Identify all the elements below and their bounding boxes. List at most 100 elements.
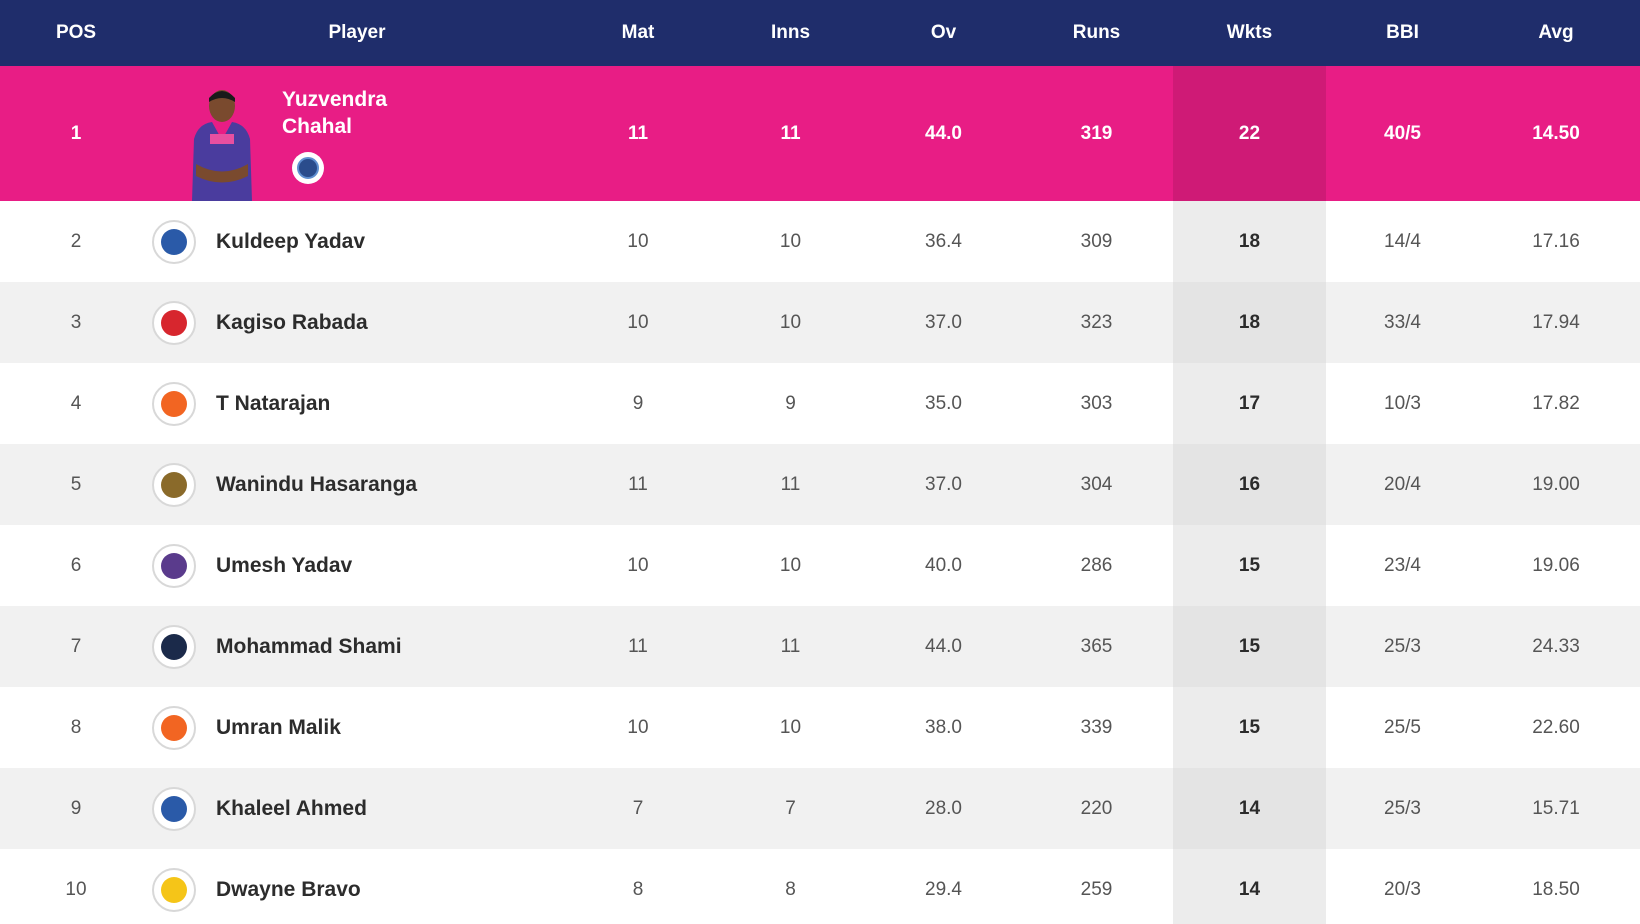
column-header-mat[interactable]: Mat <box>621 22 655 43</box>
column-header-player[interactable]: Player <box>328 22 386 43</box>
cell-bbi: 25/3 <box>1384 635 1421 657</box>
team-logo-inner <box>161 228 187 255</box>
cell-avg: 19.06 <box>1532 554 1580 576</box>
cell-runs: 339 <box>1080 716 1113 738</box>
cell-avg: 18.50 <box>1532 878 1580 900</box>
cell-wkts: 17 <box>1173 363 1326 444</box>
cell-avg: 17.16 <box>1532 230 1580 252</box>
player-cell[interactable]: Umran Malik <box>152 705 562 750</box>
table-row[interactable]: 9 Khaleel Ahmed 7 7 28.0 220 14 25/3 15.71 <box>0 768 1640 849</box>
table-row[interactable]: 4 T Natarajan 9 9 35.0 303 17 10/3 17.82 <box>0 363 1640 444</box>
cell-mat: 11 <box>628 473 648 495</box>
cell-mat: 10 <box>627 230 649 252</box>
team-logo-inner <box>161 714 187 741</box>
player-cell-inner: Kuldeep Yadav <box>152 219 366 264</box>
cell-bbi: 10/3 <box>1384 392 1421 414</box>
column-header-runs[interactable]: Runs <box>1072 22 1121 43</box>
team-logo-icon <box>152 624 196 669</box>
player-cell[interactable]: Khaleel Ahmed <box>152 786 562 831</box>
table-row[interactable]: 8 Umran Malik 10 10 38.0 339 15 25/5 22.60 <box>0 687 1640 768</box>
column-header-ov[interactable]: Ov <box>930 22 957 43</box>
cell-wkts: 16 <box>1173 444 1326 525</box>
cell-avg: 15.71 <box>1532 797 1580 819</box>
table-row[interactable]: 6 Umesh Yadav 10 10 40.0 286 15 23/4 19.06 <box>0 525 1640 606</box>
cell-inns: 11 <box>780 473 801 495</box>
team-logo-inner <box>161 471 187 498</box>
cell-bbi: 23/4 <box>1384 554 1421 576</box>
player-name[interactable]: Umran Malik <box>216 715 341 739</box>
player-photo <box>192 90 252 201</box>
cell-mat: 9 <box>632 392 644 414</box>
column-header-pos[interactable]: POS <box>55 22 97 43</box>
player-cell-inner: Khaleel Ahmed <box>152 786 367 831</box>
featured-runs: 319 <box>1080 122 1113 144</box>
player-name[interactable]: Mohammad Shami <box>216 634 402 658</box>
cell-ov: 29.4 <box>925 878 962 900</box>
cell-ov: 36.4 <box>925 230 962 252</box>
cell-ov: 35.0 <box>925 392 962 414</box>
featured-player-cell[interactable]: Yuzvendra Chahal <box>152 66 562 201</box>
cell-pos: 2 <box>70 230 82 252</box>
cell-mat: 7 <box>632 797 644 819</box>
player-cell[interactable]: Mohammad Shami <box>152 624 562 669</box>
team-logo-icon <box>152 786 196 831</box>
cell-wkts: 18 <box>1173 201 1326 282</box>
player-name[interactable]: Kuldeep Yadav <box>216 229 366 253</box>
cell-inns: 10 <box>779 554 802 576</box>
table-row[interactable]: 10 Dwayne Bravo 8 8 29.4 259 14 20/3 18.50 <box>0 849 1640 924</box>
table-row[interactable]: 3 Kagiso Rabada 10 10 37.0 323 18 33/4 17.94 <box>0 282 1640 363</box>
cell-mat: 8 <box>632 878 644 900</box>
cell-mat: 11 <box>628 635 648 657</box>
table-row[interactable]: 2 Kuldeep Yadav 10 10 36.4 309 18 14/4 17.16 <box>0 201 1640 282</box>
featured-bbi: 40/5 <box>1384 122 1421 144</box>
player-cell[interactable]: T Natarajan <box>152 381 562 426</box>
cell-inns: 11 <box>780 635 801 657</box>
column-header-bbi[interactable]: BBI <box>1386 22 1419 43</box>
cell-pos: 8 <box>70 716 82 738</box>
player-cell[interactable]: Dwayne Bravo <box>152 867 562 912</box>
column-header-avg[interactable]: Avg <box>1538 22 1574 43</box>
cell-bbi: 25/3 <box>1384 797 1421 819</box>
player-name[interactable]: Kagiso Rabada <box>216 310 368 334</box>
cell-mat: 10 <box>627 311 649 333</box>
featured-avg: 14.50 <box>1532 122 1580 144</box>
player-cell[interactable]: Wanindu Hasaranga <box>152 462 562 507</box>
cell-bbi: 20/4 <box>1384 473 1421 495</box>
cell-mat: 10 <box>627 716 649 738</box>
team-logo-icon <box>152 300 196 345</box>
team-badge-icon <box>292 152 324 184</box>
column-header-inns[interactable]: Inns <box>770 22 811 43</box>
cell-runs: 220 <box>1080 797 1113 819</box>
table-row[interactable]: 7 Mohammad Shami 11 11 44.0 365 15 25/3 24.33 <box>0 606 1640 687</box>
player-name[interactable]: Umesh Yadav <box>216 553 353 577</box>
player-cell[interactable]: Kagiso Rabada <box>152 300 562 345</box>
featured-name-line2: Chahal <box>282 115 353 138</box>
cell-pos: 4 <box>70 392 82 414</box>
player-name[interactable]: Khaleel Ahmed <box>216 796 367 820</box>
cell-ov: 40.0 <box>925 554 962 576</box>
table-row[interactable]: 5 Wanindu Hasaranga 11 11 37.0 304 16 20/4 19.00 <box>0 444 1640 525</box>
cell-ov: 37.0 <box>925 311 962 333</box>
cell-inns: 10 <box>779 716 802 738</box>
cell-wkts: 15 <box>1173 687 1326 768</box>
player-name[interactable]: T Natarajan <box>216 391 331 415</box>
featured-wkts: 22 <box>1173 66 1326 201</box>
team-logo-icon <box>152 381 196 426</box>
cell-inns: 9 <box>785 392 796 414</box>
player-name[interactable]: Wanindu Hasaranga <box>216 472 418 496</box>
cell-avg: 22.60 <box>1532 716 1580 738</box>
cell-ov: 38.0 <box>925 716 962 738</box>
featured-player-row[interactable]: 1 Yuzvendra Chahal 11 11 44.0 319 22 40/… <box>0 66 1640 201</box>
column-header-wkts[interactable]: Wkts <box>1226 22 1273 43</box>
player-name[interactable]: Dwayne Bravo <box>216 877 361 901</box>
player-cell[interactable]: Kuldeep Yadav <box>152 219 562 264</box>
cell-pos: 10 <box>65 878 87 900</box>
cell-wkts: 14 <box>1173 849 1326 924</box>
cell-pos: 5 <box>70 473 82 495</box>
player-cell[interactable]: Umesh Yadav <box>152 543 562 588</box>
team-badge-inner <box>297 157 319 179</box>
featured-player-name[interactable]: Yuzvendra Chahal <box>282 86 387 140</box>
cell-inns: 10 <box>779 230 802 252</box>
cell-runs: 259 <box>1080 878 1113 900</box>
